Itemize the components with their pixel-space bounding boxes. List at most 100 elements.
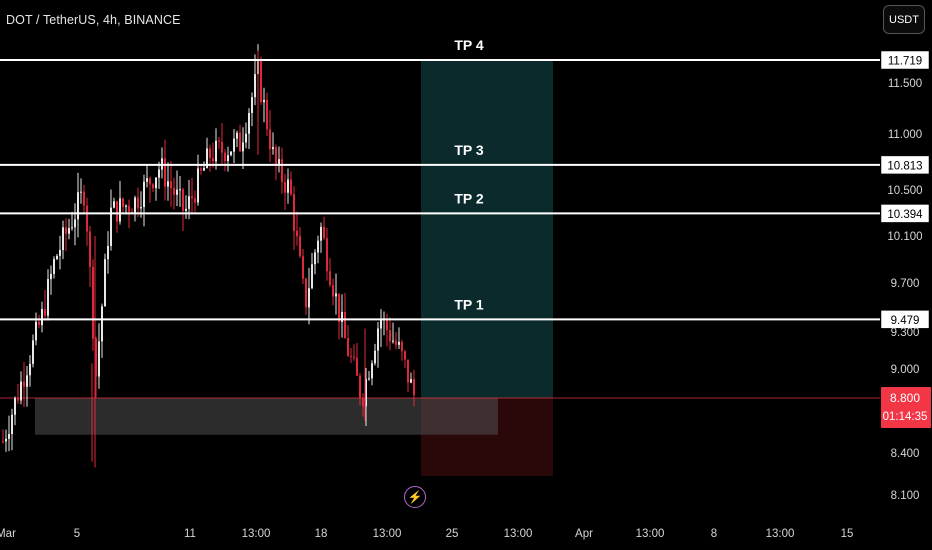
price-tag-bg [880,50,930,70]
candle-body [305,278,307,308]
candle-body [101,306,103,342]
x-tick-label: 25 [446,528,459,540]
support-zone [35,398,498,435]
candle-body [233,138,235,152]
candle-body [209,148,211,159]
candle-body [251,97,253,114]
candle-body [281,159,283,182]
candle-body [107,245,109,260]
candle-body [314,252,316,265]
candle-body [182,189,184,211]
x-tick-label: 15 [841,528,854,540]
candle-body [389,330,391,342]
candle-body [266,99,268,130]
candle-body [224,152,226,162]
x-tick-label: 13:00 [766,528,795,540]
candle-body [152,184,154,189]
current-price-badge [881,387,931,428]
candle-body [89,231,91,267]
candle-body [386,318,388,331]
x-tick-label: 5 [74,528,80,540]
candle-body [278,159,280,166]
candle-body [230,151,232,156]
candle-body [173,187,175,195]
candle-body [137,197,139,209]
candle-body [119,198,121,222]
candle-body [329,271,331,285]
candle-body [194,198,196,203]
candle-body [326,238,328,272]
candle-body [302,256,304,279]
level-label: TP 1 [454,296,484,312]
y-tick-label: 9.700 [891,278,920,290]
candle-body [32,340,34,364]
candle-body [362,398,364,407]
candle-body [5,438,7,442]
candle-body [2,441,4,443]
candle-body [167,181,169,187]
candle-body [23,381,25,387]
candle-body [296,230,298,237]
candle-body [50,273,52,280]
candle-body [371,363,373,379]
candle-body [47,279,49,316]
candle-body [347,338,349,356]
candle-body [221,141,223,153]
candle-body [353,356,355,358]
lightning-icon[interactable]: ⚡ [404,486,426,508]
price-tag: 11.719 [888,56,922,68]
currency-button[interactable]: USDT [883,5,925,34]
x-tick-label: 11 [184,528,196,540]
candle-body [254,74,256,98]
candle-body [164,158,166,187]
candle-body [356,357,358,376]
candle-body [149,178,151,185]
candle-body [335,293,337,297]
x-tick-label: Apr [575,528,593,540]
candle-body [131,211,133,214]
candle-body [374,350,376,364]
candle-body [365,379,367,407]
candle-body [290,179,292,195]
y-tick-label: 8.100 [891,490,920,502]
candle-body [140,207,142,209]
candle-body [143,181,145,208]
symbol-title: DOT / TetherUS, 4h, BINANCE [6,13,181,27]
candle-body [26,375,28,387]
candle-body [245,133,247,143]
y-tick-label: 9.300 [891,327,920,339]
candle-body [236,132,238,139]
candle-body [317,240,319,253]
candle-body [287,179,289,193]
candle-body [176,189,178,195]
candle-body [41,309,43,326]
price-tag-bg [880,155,930,175]
candle-body [410,379,412,383]
candle-body [116,201,118,222]
candle-body [206,148,208,168]
candle-body [269,129,271,150]
candle-body [263,99,265,103]
candle-body [68,228,70,234]
candle-body [284,181,286,193]
y-tick-label: 11.500 [888,78,922,90]
x-tick-label: 18 [315,528,328,540]
candle-body [74,219,76,228]
level-label: TP 3 [454,142,484,158]
candle-body [170,181,172,188]
candle-body [86,205,88,232]
candle-body [380,319,382,329]
candle-body [272,147,274,150]
candle-body [377,328,379,351]
y-tick-label: 10.100 [887,231,922,243]
candle-body [35,321,37,341]
candle-body [227,155,229,162]
candle-body [413,379,415,396]
candle-body [239,132,241,152]
candle-body [203,167,205,171]
candle-body [218,140,220,142]
candle-body [92,266,94,339]
level-label: TP 4 [454,37,484,53]
candle-body [98,341,100,377]
